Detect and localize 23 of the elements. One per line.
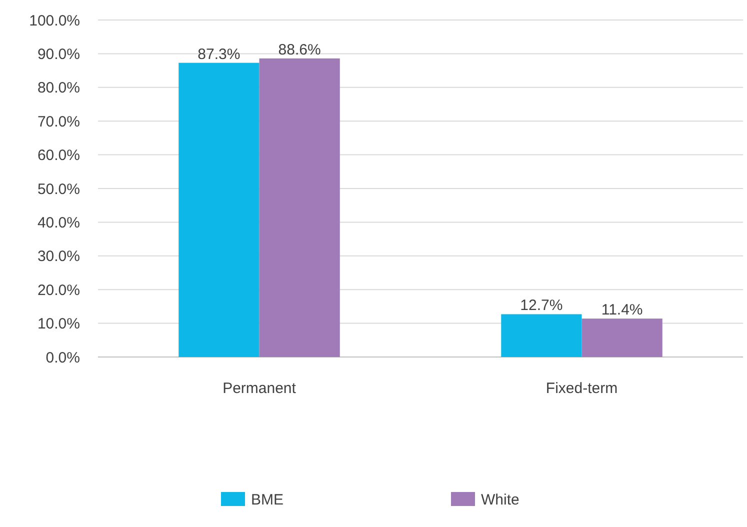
legend-label: BME xyxy=(251,491,284,508)
y-tick-label: 10.0% xyxy=(37,316,80,333)
x-tick-label: Permanent xyxy=(222,380,297,397)
bar xyxy=(259,58,340,357)
bar xyxy=(501,314,582,357)
y-tick-label: 50.0% xyxy=(37,180,80,198)
data-label: 88.6% xyxy=(278,41,321,58)
bar xyxy=(178,62,260,357)
x-tick-label: Fixed-term xyxy=(546,380,618,397)
y-tick-label: 70.0% xyxy=(37,113,80,130)
y-tick-label: 90.0% xyxy=(37,46,80,63)
y-tick-label: 40.0% xyxy=(37,214,80,232)
bar xyxy=(582,318,662,357)
data-label: 11.4% xyxy=(601,302,643,319)
y-tick-label: 30.0% xyxy=(37,248,80,266)
legend-label: White xyxy=(481,491,520,508)
y-tick-label: 0.0% xyxy=(46,349,80,366)
y-tick-label: 20.0% xyxy=(37,282,80,299)
y-tick-label: 60.0% xyxy=(37,147,80,164)
y-tick-label: 80.0% xyxy=(37,80,80,97)
data-label: 87.3% xyxy=(198,46,240,63)
y-tick-label: 100.0% xyxy=(29,12,80,30)
data-label: 12.7% xyxy=(520,297,563,314)
